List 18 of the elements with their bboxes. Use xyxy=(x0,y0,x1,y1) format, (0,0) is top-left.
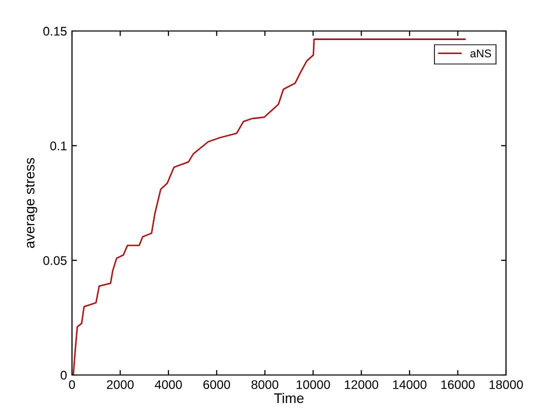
y-tick-label: 0 xyxy=(60,370,67,380)
line-series xyxy=(72,38,466,375)
x-tick-label: 10000 xyxy=(296,380,330,390)
x-tick-label: 6000 xyxy=(203,380,230,390)
x-tick-label: 8000 xyxy=(252,380,278,390)
x-tick-label: 14000 xyxy=(393,380,426,390)
x-tick-label: 12000 xyxy=(344,380,378,390)
y-tick-label: 0.15 xyxy=(43,26,67,36)
legend-label: aNS xyxy=(470,50,492,58)
y-tick-label: 0.1 xyxy=(50,141,67,150)
x-tick-label: 2000 xyxy=(106,380,134,390)
y-tick-label: 0.05 xyxy=(43,256,67,265)
x-tick-label: 0 xyxy=(69,380,75,390)
x-tick-label: 18000 xyxy=(490,380,523,390)
x-axis-title: Time xyxy=(274,392,304,404)
x-tick-label: 16000 xyxy=(441,380,475,390)
x-tick-label: 4000 xyxy=(154,380,182,390)
y-axis-title: average stress xyxy=(25,158,38,248)
